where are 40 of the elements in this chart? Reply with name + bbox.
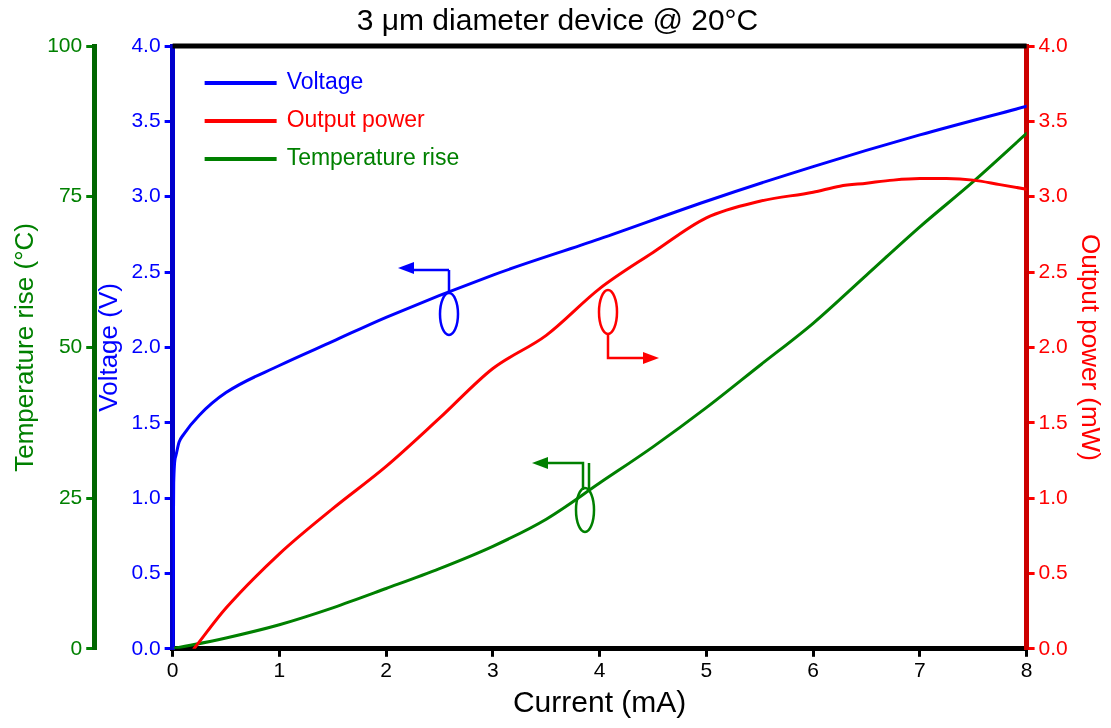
y3-tick-label: 0 <box>70 635 83 659</box>
y-tick-label: 4.0 <box>131 32 161 56</box>
y-tick-label: 2.5 <box>131 258 161 282</box>
y2-tick-label: 3.5 <box>1038 108 1068 132</box>
y3-tick-label: 100 <box>47 32 83 56</box>
legend-label: Temperature rise <box>286 144 460 171</box>
y2-tick-label: 1.0 <box>1038 484 1068 508</box>
x-tick-label: 4 <box>593 658 606 682</box>
y-tick-label: 0.0 <box>131 635 161 659</box>
x-tick-label: 7 <box>914 658 926 682</box>
y3-tick-label: 25 <box>58 484 83 508</box>
x-tick-label: 8 <box>1020 658 1033 682</box>
y-tick-label: 1.0 <box>131 484 161 508</box>
y2-tick-label: 4.0 <box>1038 32 1068 56</box>
y-tick-label: 1.5 <box>131 409 161 433</box>
y-tick-label: 2.0 <box>131 334 161 358</box>
x-tick-label: 6 <box>807 658 819 682</box>
x-axis-title: Current (mA) <box>512 685 687 719</box>
y-tick-label: 3.0 <box>131 183 161 207</box>
y-tick-label: 0.5 <box>131 560 161 584</box>
y2-tick-label: 2.0 <box>1038 334 1068 358</box>
y2-tick-label: 1.5 <box>1038 409 1068 433</box>
chart-title: 3 μm diameter device @ 20°C <box>356 3 759 37</box>
y3-tick-label: 50 <box>58 334 83 358</box>
y2-tick-label: 3.0 <box>1038 183 1068 207</box>
y2-tick-label: 0.0 <box>1038 635 1068 659</box>
x-tick-label: 0 <box>166 658 179 682</box>
x-tick-label: 5 <box>700 658 713 682</box>
y2-tick-label: 0.5 <box>1038 560 1068 584</box>
x-tick-label: 1 <box>273 658 286 682</box>
y3-axis-title: Temperature rise (°C) <box>8 223 39 472</box>
y3-tick-label: 75 <box>58 183 83 207</box>
x-tick-label: 3 <box>487 658 499 682</box>
y-tick-label: 3.5 <box>131 108 161 132</box>
y2-tick-label: 2.5 <box>1038 258 1068 282</box>
x-tick-label: 2 <box>380 658 392 682</box>
y-axis-title: Voltage (V) <box>93 283 124 412</box>
y2-axis-title: Output power (mW) <box>1076 233 1107 461</box>
legend-label: Output power <box>286 106 426 133</box>
legend-label: Voltage <box>286 68 364 95</box>
